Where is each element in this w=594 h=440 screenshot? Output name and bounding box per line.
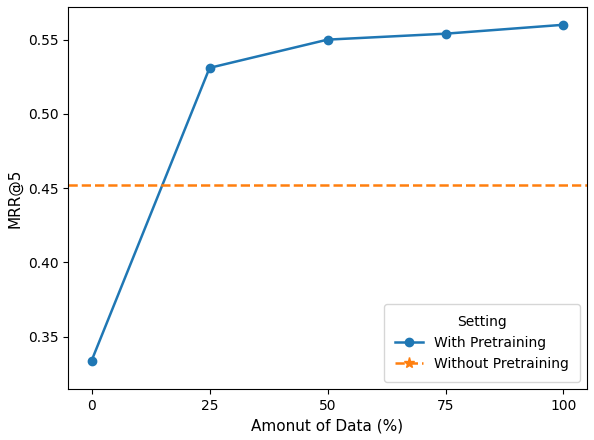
With Pretraining [442,31,449,37]
With Pretraining [324,37,331,42]
Line: With Pretraining: With Pretraining [87,21,568,365]
Without Pretraining [88,183,95,188]
Without Pretraining [93,183,100,188]
With Pretraining [560,22,567,27]
Y-axis label: MRR@5: MRR@5 [7,168,22,227]
With Pretraining [88,358,95,363]
X-axis label: Amonut of Data (%): Amonut of Data (%) [251,418,403,433]
Legend: With Pretraining, Without Pretraining: With Pretraining, Without Pretraining [384,304,580,382]
With Pretraining [206,65,213,70]
